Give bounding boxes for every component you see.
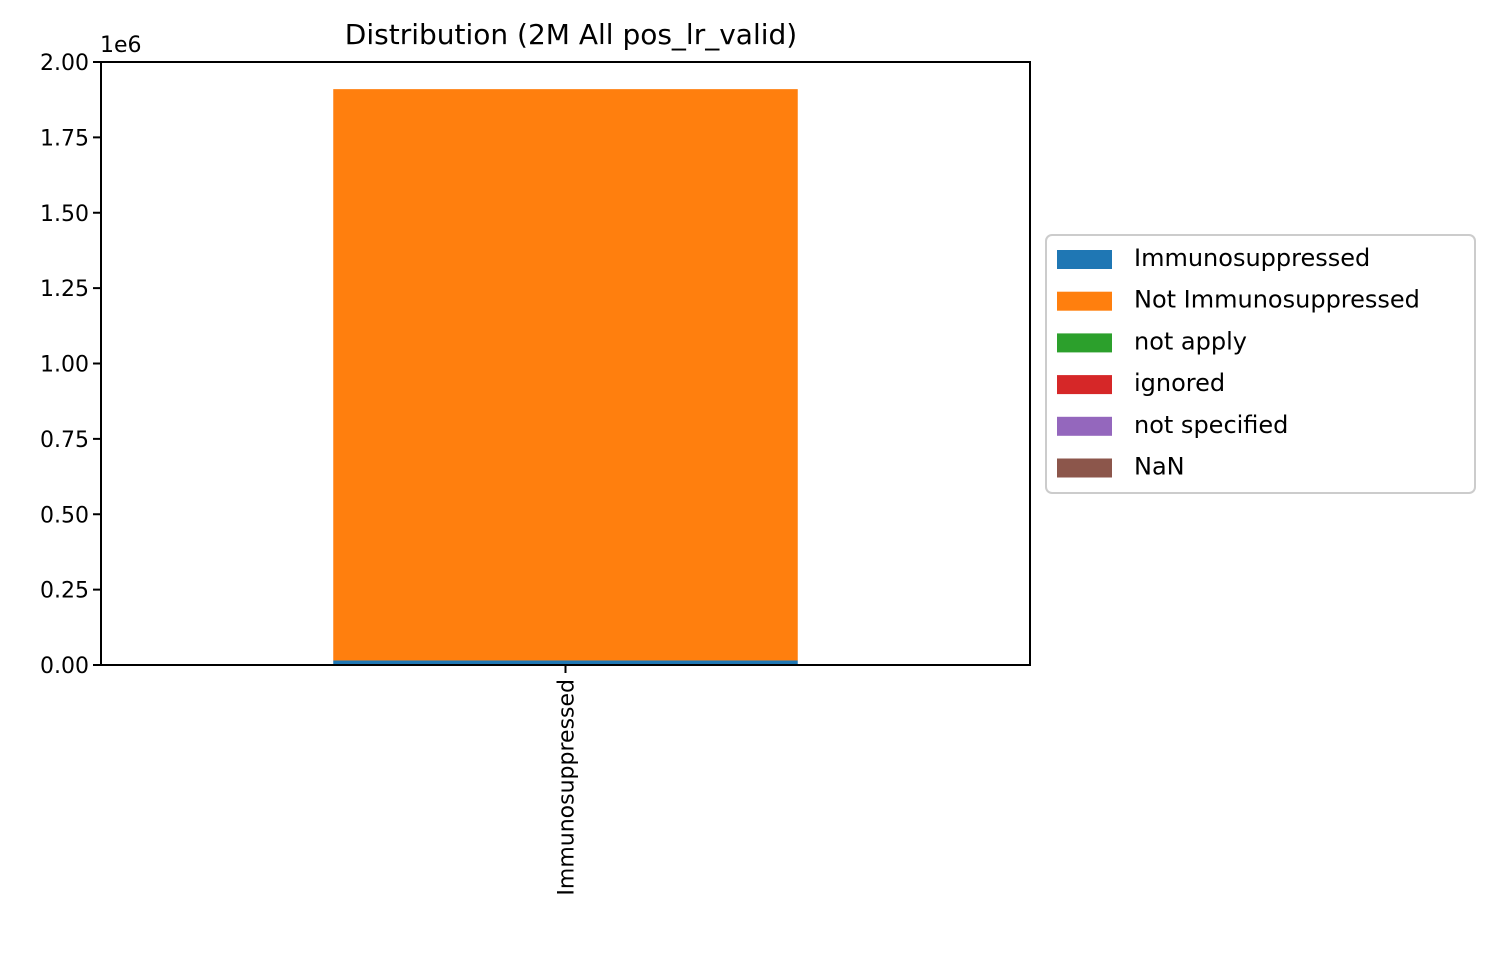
legend-swatch [1057,416,1112,436]
y-tick-label: 2.00 [40,51,89,76]
y-tick-label: 0.75 [40,428,89,453]
legend-label: not specified [1134,411,1288,439]
legend-swatch [1057,291,1112,311]
bar-segment [333,660,798,665]
legend-label: ignored [1134,369,1225,397]
y-tick-label: 1.50 [40,202,89,227]
legend-swatch [1057,250,1112,269]
legend: Immunosuppressed Not Immunosuppressed not … [1045,234,1476,494]
y-axis-scale-label: 1e6 [100,33,142,58]
y-tick-label: 1.25 [40,277,89,302]
y-tick-label: 1.75 [40,126,89,151]
legend-box [1045,234,1476,494]
bar-segments [333,89,798,665]
bar-segment [333,89,798,661]
y-tick-label: 1.00 [40,353,89,378]
legend-swatch [1057,333,1112,353]
x-axis: Immunosuppressed [555,665,580,896]
y-tick-label: 0.50 [40,503,89,528]
plot-frame [100,61,1031,666]
x-tick-label: Immunosuppressed [555,679,580,896]
y-tick-label: 0.25 [40,579,89,604]
legend-label: Not Immunosuppressed [1134,286,1420,314]
y-axis: 0.00 0.25 0.50 0.75 1.00 1.25 1.50 1.75 2.00 [40,51,101,679]
legend-label: not apply [1134,327,1247,355]
legend-swatch [1057,375,1112,395]
legend-label: Immunosuppressed [1134,244,1370,272]
chart-title: Distribution (2M All pos_lr_valid) [345,18,797,51]
legend-swatch [1057,458,1112,478]
y-tick-label: 0.00 [40,654,89,679]
legend-label: NaN [1134,453,1185,481]
